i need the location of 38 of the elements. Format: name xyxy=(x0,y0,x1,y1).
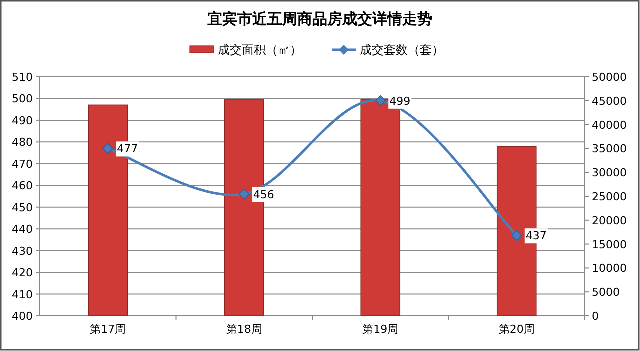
y-tick-label: 510 xyxy=(12,71,33,84)
data-label: 437 xyxy=(526,230,547,243)
data-label: 499 xyxy=(390,94,411,108)
point xyxy=(511,230,522,242)
y2-tick-label: 35000 xyxy=(592,142,627,156)
y-tick-label: 400 xyxy=(12,310,33,323)
chart-title: 宜宾市近五周商品房成交详情走势 xyxy=(208,10,432,28)
data-label: 456 xyxy=(253,188,274,202)
legend-label: 成交面积（㎡） xyxy=(218,43,302,57)
x-tick-label: 第20周 xyxy=(498,323,535,336)
y2-tick-label: 20000 xyxy=(592,214,627,228)
point xyxy=(102,143,114,154)
y-tick-label: 410 xyxy=(12,288,33,302)
y2-tick-label: 5000 xyxy=(592,286,620,300)
x-tick-label: 第18周 xyxy=(226,323,262,336)
y2-tick-label: 25000 xyxy=(592,190,627,204)
y-tick-label: 480 xyxy=(12,136,33,150)
x-tick-label: 第19周 xyxy=(362,323,399,336)
y2-tick-label: 40000 xyxy=(592,118,627,132)
point xyxy=(375,96,386,106)
legend-label: 成交套数（套） xyxy=(360,43,444,57)
point xyxy=(238,188,250,200)
x-tick-label: 第17周 xyxy=(90,323,126,336)
y-tick-label: 450 xyxy=(12,201,33,214)
y-tick-label: 430 xyxy=(12,244,33,258)
y2-tick-label: 15000 xyxy=(592,238,627,252)
y-tick-label: 420 xyxy=(12,266,33,280)
y2-tick-label: 50000 xyxy=(592,71,627,84)
y-tick-label: 470 xyxy=(12,158,33,171)
y2-tick-label: 10000 xyxy=(592,262,627,276)
y-tick-label: 490 xyxy=(12,114,33,128)
y2-tick-label: 30000 xyxy=(592,166,627,180)
y-tick-label: 460 xyxy=(12,180,33,193)
y2-tick-label: 45000 xyxy=(592,94,627,108)
data-label: 477 xyxy=(117,142,138,156)
y-tick-label: 500 xyxy=(12,92,33,106)
y-tick-label: 440 xyxy=(12,223,33,236)
y2-tick-label: 0 xyxy=(592,310,599,323)
